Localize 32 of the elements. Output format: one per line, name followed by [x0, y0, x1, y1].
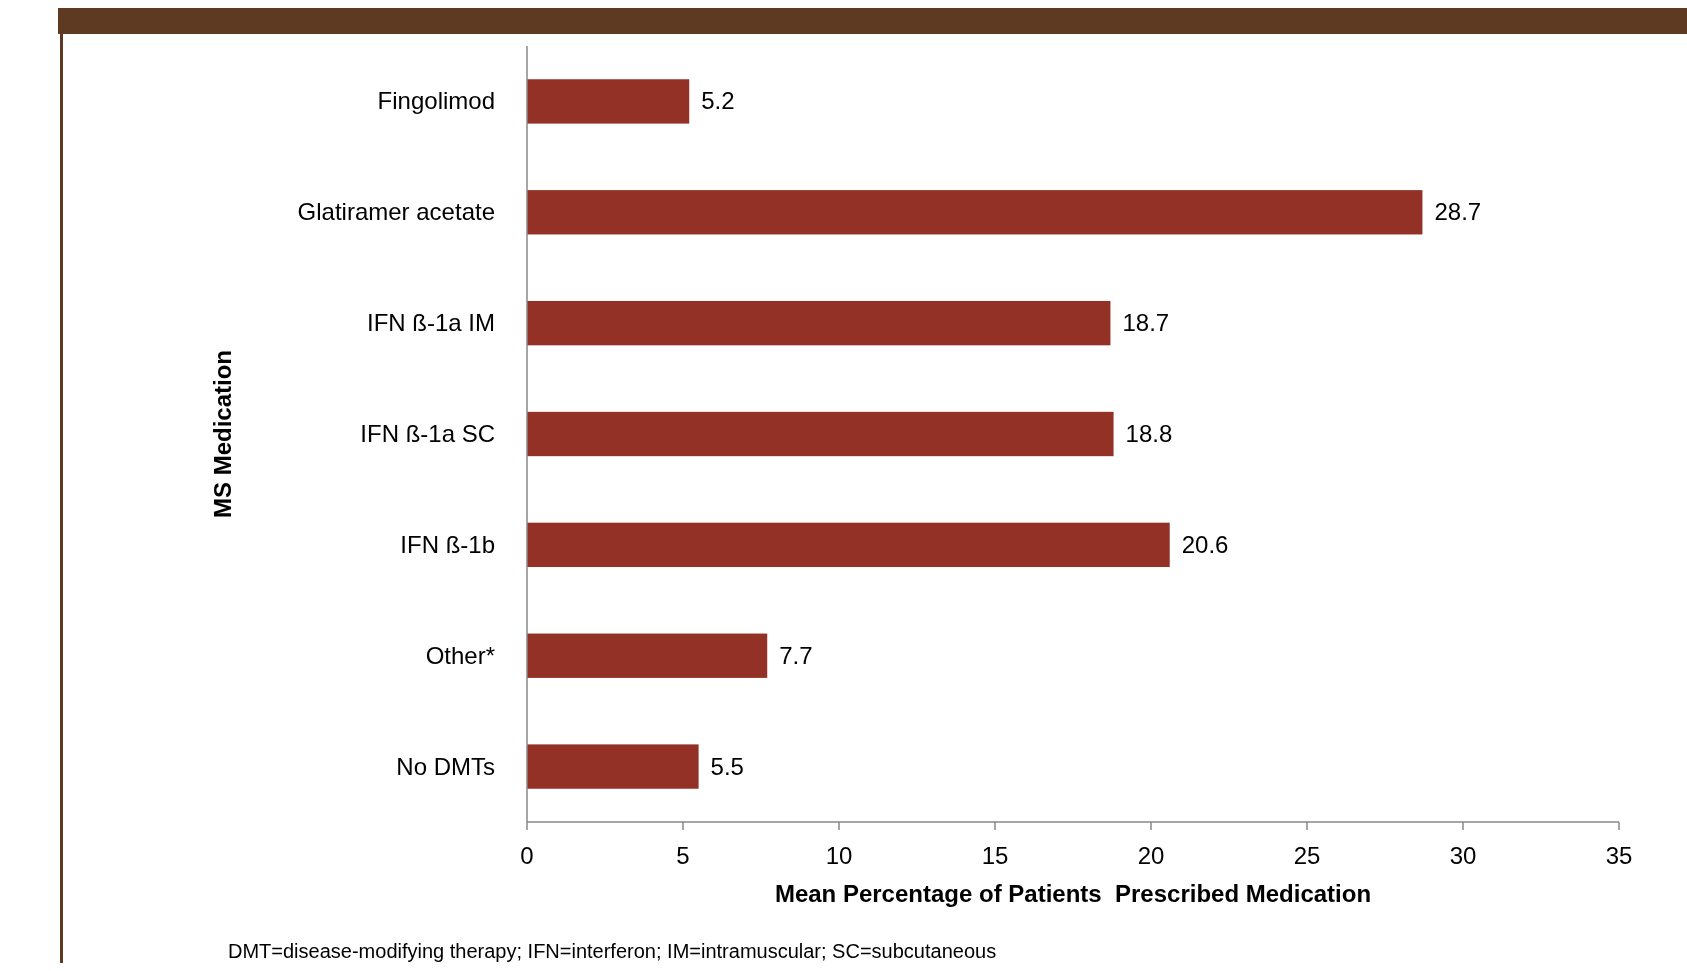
bar	[527, 633, 768, 678]
x-axis-title: Mean Percentage of Patients Prescribed Medication	[774, 880, 1372, 907]
y-tick-label: Glatiramer acetate	[297, 198, 495, 226]
data-label: 20.6	[1181, 530, 1229, 558]
y-axis-title: MS Medication	[209, 349, 236, 519]
y-tick-label: IFN ß-1b	[400, 530, 495, 558]
y-tick-label: IFN ß-1a SC	[360, 420, 495, 447]
x-tick-label: 15	[981, 842, 1009, 869]
bar	[527, 79, 690, 124]
data-label: 7.7	[779, 641, 813, 669]
x-tick-label: 10	[825, 842, 853, 869]
bar	[527, 411, 1114, 457]
x-tick-label: 25	[1293, 842, 1321, 869]
data-label: 18.7	[1122, 309, 1170, 337]
data-label: 28.7	[1434, 198, 1482, 226]
x-tick-label: 30	[1449, 842, 1477, 869]
data-label: 5.5	[710, 752, 744, 780]
y-tick-label: No DMTs	[396, 752, 495, 780]
data-label: 18.8	[1125, 420, 1173, 447]
x-tick-label: 20	[1137, 842, 1165, 869]
y-tick-label: Fingolimod	[377, 87, 495, 115]
text: DMT=disease-modifying therapy; IFN=interferon; IM=intramuscular; SC=subcutaneous	[228, 940, 997, 962]
bar	[527, 190, 1423, 235]
data-label: 5.2	[701, 87, 735, 115]
x-tick-label: 5	[676, 842, 690, 869]
x-tick-label: 0	[520, 842, 534, 869]
x-tick-label: 35	[1605, 842, 1633, 869]
bar	[527, 744, 699, 789]
y-tick-label: Other*	[425, 641, 495, 669]
bar	[527, 522, 1170, 568]
y-tick-label: IFN ß-1a IM	[366, 309, 495, 337]
bar	[527, 300, 1111, 346]
